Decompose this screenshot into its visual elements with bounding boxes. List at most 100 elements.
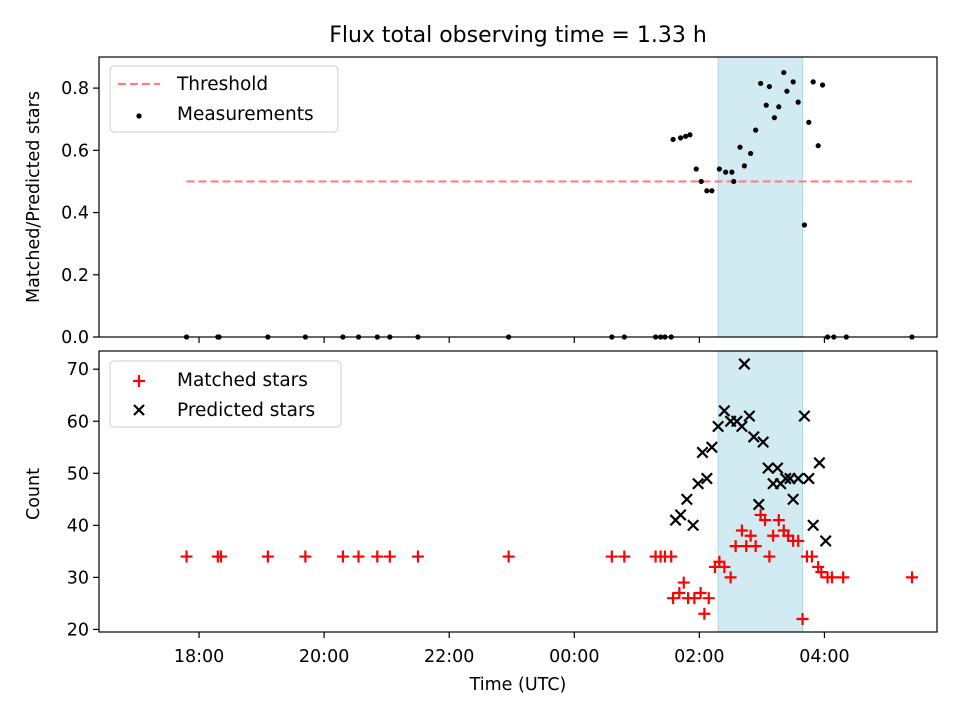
counts-y-axis-label: Count <box>24 468 44 520</box>
predicted-star-point <box>674 508 687 521</box>
ratio-y-tick-label: 0.0 <box>61 328 89 348</box>
measurement-point <box>801 222 808 228</box>
measurement-point <box>776 104 782 110</box>
matched-star-point <box>352 550 365 563</box>
matched-star-point <box>792 534 805 547</box>
matched-star-point <box>805 550 818 563</box>
predicted-star-point <box>807 519 820 532</box>
matched-star-point <box>905 571 918 584</box>
matched-star-point <box>729 540 742 553</box>
measurement-point <box>763 102 769 108</box>
predicted-star-point <box>792 472 805 485</box>
measurement-point <box>704 188 710 194</box>
x-tick-label: 02:00 <box>674 647 724 667</box>
matched-star-point <box>411 550 424 563</box>
matched-star-point <box>261 550 274 563</box>
measurement-point <box>781 69 787 76</box>
predicted-star-point <box>779 472 792 485</box>
predicted-star-point <box>696 446 709 459</box>
measurement-point <box>683 133 689 139</box>
counts-y-tick-label: 30 <box>67 568 89 588</box>
ratio-plot-frame <box>98 56 938 338</box>
predicted-star-point <box>819 534 832 547</box>
measurement-point <box>670 136 676 143</box>
x-tick-label: 18:00 <box>174 647 224 667</box>
matched-star-point <box>667 592 680 605</box>
measurement-point <box>693 166 699 172</box>
predicted-star-point <box>687 519 700 532</box>
matched-star-point <box>371 550 384 563</box>
predicted-star-point <box>743 410 756 423</box>
measurement-point <box>790 79 796 85</box>
predicted-star-point <box>700 472 713 485</box>
matched-star-point <box>618 550 631 563</box>
counts-legend: Matched stars Predicted stars <box>109 360 342 428</box>
measurement-point <box>784 88 790 94</box>
matched-star-point <box>825 571 838 584</box>
measurement-point <box>758 80 764 87</box>
matched-star-point <box>299 550 312 563</box>
ratio-legend: Threshold Measurements <box>109 65 339 133</box>
matched-star-point <box>718 560 731 573</box>
measurements-legend-swatch <box>136 113 142 119</box>
predicted-star-point <box>802 472 815 485</box>
measurement-point <box>709 188 715 194</box>
predicted-star-point <box>718 404 731 417</box>
predicted-star-point <box>813 456 826 469</box>
measurement-point <box>753 127 759 133</box>
x-axis-label: Time (UTC) <box>469 675 567 695</box>
ratio-panel: 0.00.20.40.60.8 Matched/Predicted stars … <box>24 56 938 348</box>
chart-title: Flux total observing time = 1.33 h <box>329 23 707 48</box>
ratio-y-tick-label: 0.2 <box>61 266 89 286</box>
measurement-point <box>771 115 778 121</box>
predicted-star-point <box>752 498 765 511</box>
counts-panel: 20 30 40 50 60 70 18:00 20:00 22:00 00:00 02:00 04… <box>24 350 938 695</box>
predicted-star-point <box>712 420 725 433</box>
x-tick-label: 00:00 <box>549 647 599 667</box>
observing-window-shade <box>717 56 804 338</box>
matched-legend-label: Matched stars <box>177 370 308 391</box>
predicted-star-point <box>771 462 784 475</box>
counts-y-tick-label: 70 <box>67 360 89 380</box>
matched-star-point <box>688 592 701 605</box>
ratio-y-axis-label: Matched/Predicted stars <box>24 91 44 303</box>
matched-star-point <box>336 550 349 563</box>
predicted-star-point <box>738 358 751 370</box>
measurement-point <box>819 82 826 88</box>
predicted-star-point <box>798 410 811 423</box>
measurement-point <box>731 178 737 185</box>
matched-star-point <box>698 607 711 620</box>
matched-star-point <box>796 612 809 625</box>
measurement-point <box>723 169 729 175</box>
measurement-point <box>716 166 722 172</box>
measurement-point <box>741 163 747 169</box>
measurement-point <box>795 99 801 105</box>
ratio-y-tick-label: 0.8 <box>61 79 89 99</box>
ratio-legend-box <box>109 65 339 133</box>
measurement-point <box>698 178 704 185</box>
ratio-y-tick-label: 0.6 <box>61 141 89 161</box>
matched-star-point <box>744 529 757 542</box>
matched-star-point <box>694 586 707 599</box>
threshold-legend-label: Threshold <box>176 74 268 95</box>
matched-star-point <box>763 550 776 563</box>
matched-star-point <box>749 540 762 553</box>
measurement-point <box>748 150 754 157</box>
matched-star-point <box>702 592 715 605</box>
measurement-point <box>766 83 773 90</box>
counts-y-tick-label: 40 <box>67 516 89 536</box>
predicted-star-point <box>705 441 718 454</box>
matched-star-point <box>767 529 780 542</box>
counts-legend-box <box>109 360 342 428</box>
matched-star-point <box>677 576 690 589</box>
matched-star-point <box>214 550 227 563</box>
predicted-star-point <box>680 493 693 506</box>
matched-star-point <box>665 550 678 563</box>
predicted-star-point <box>787 493 800 506</box>
counts-plot-frame <box>98 350 938 633</box>
predicted-star-point <box>747 430 760 443</box>
measurement-point <box>729 169 735 175</box>
matched-star-point <box>605 550 618 563</box>
matched-star-point <box>837 571 850 584</box>
